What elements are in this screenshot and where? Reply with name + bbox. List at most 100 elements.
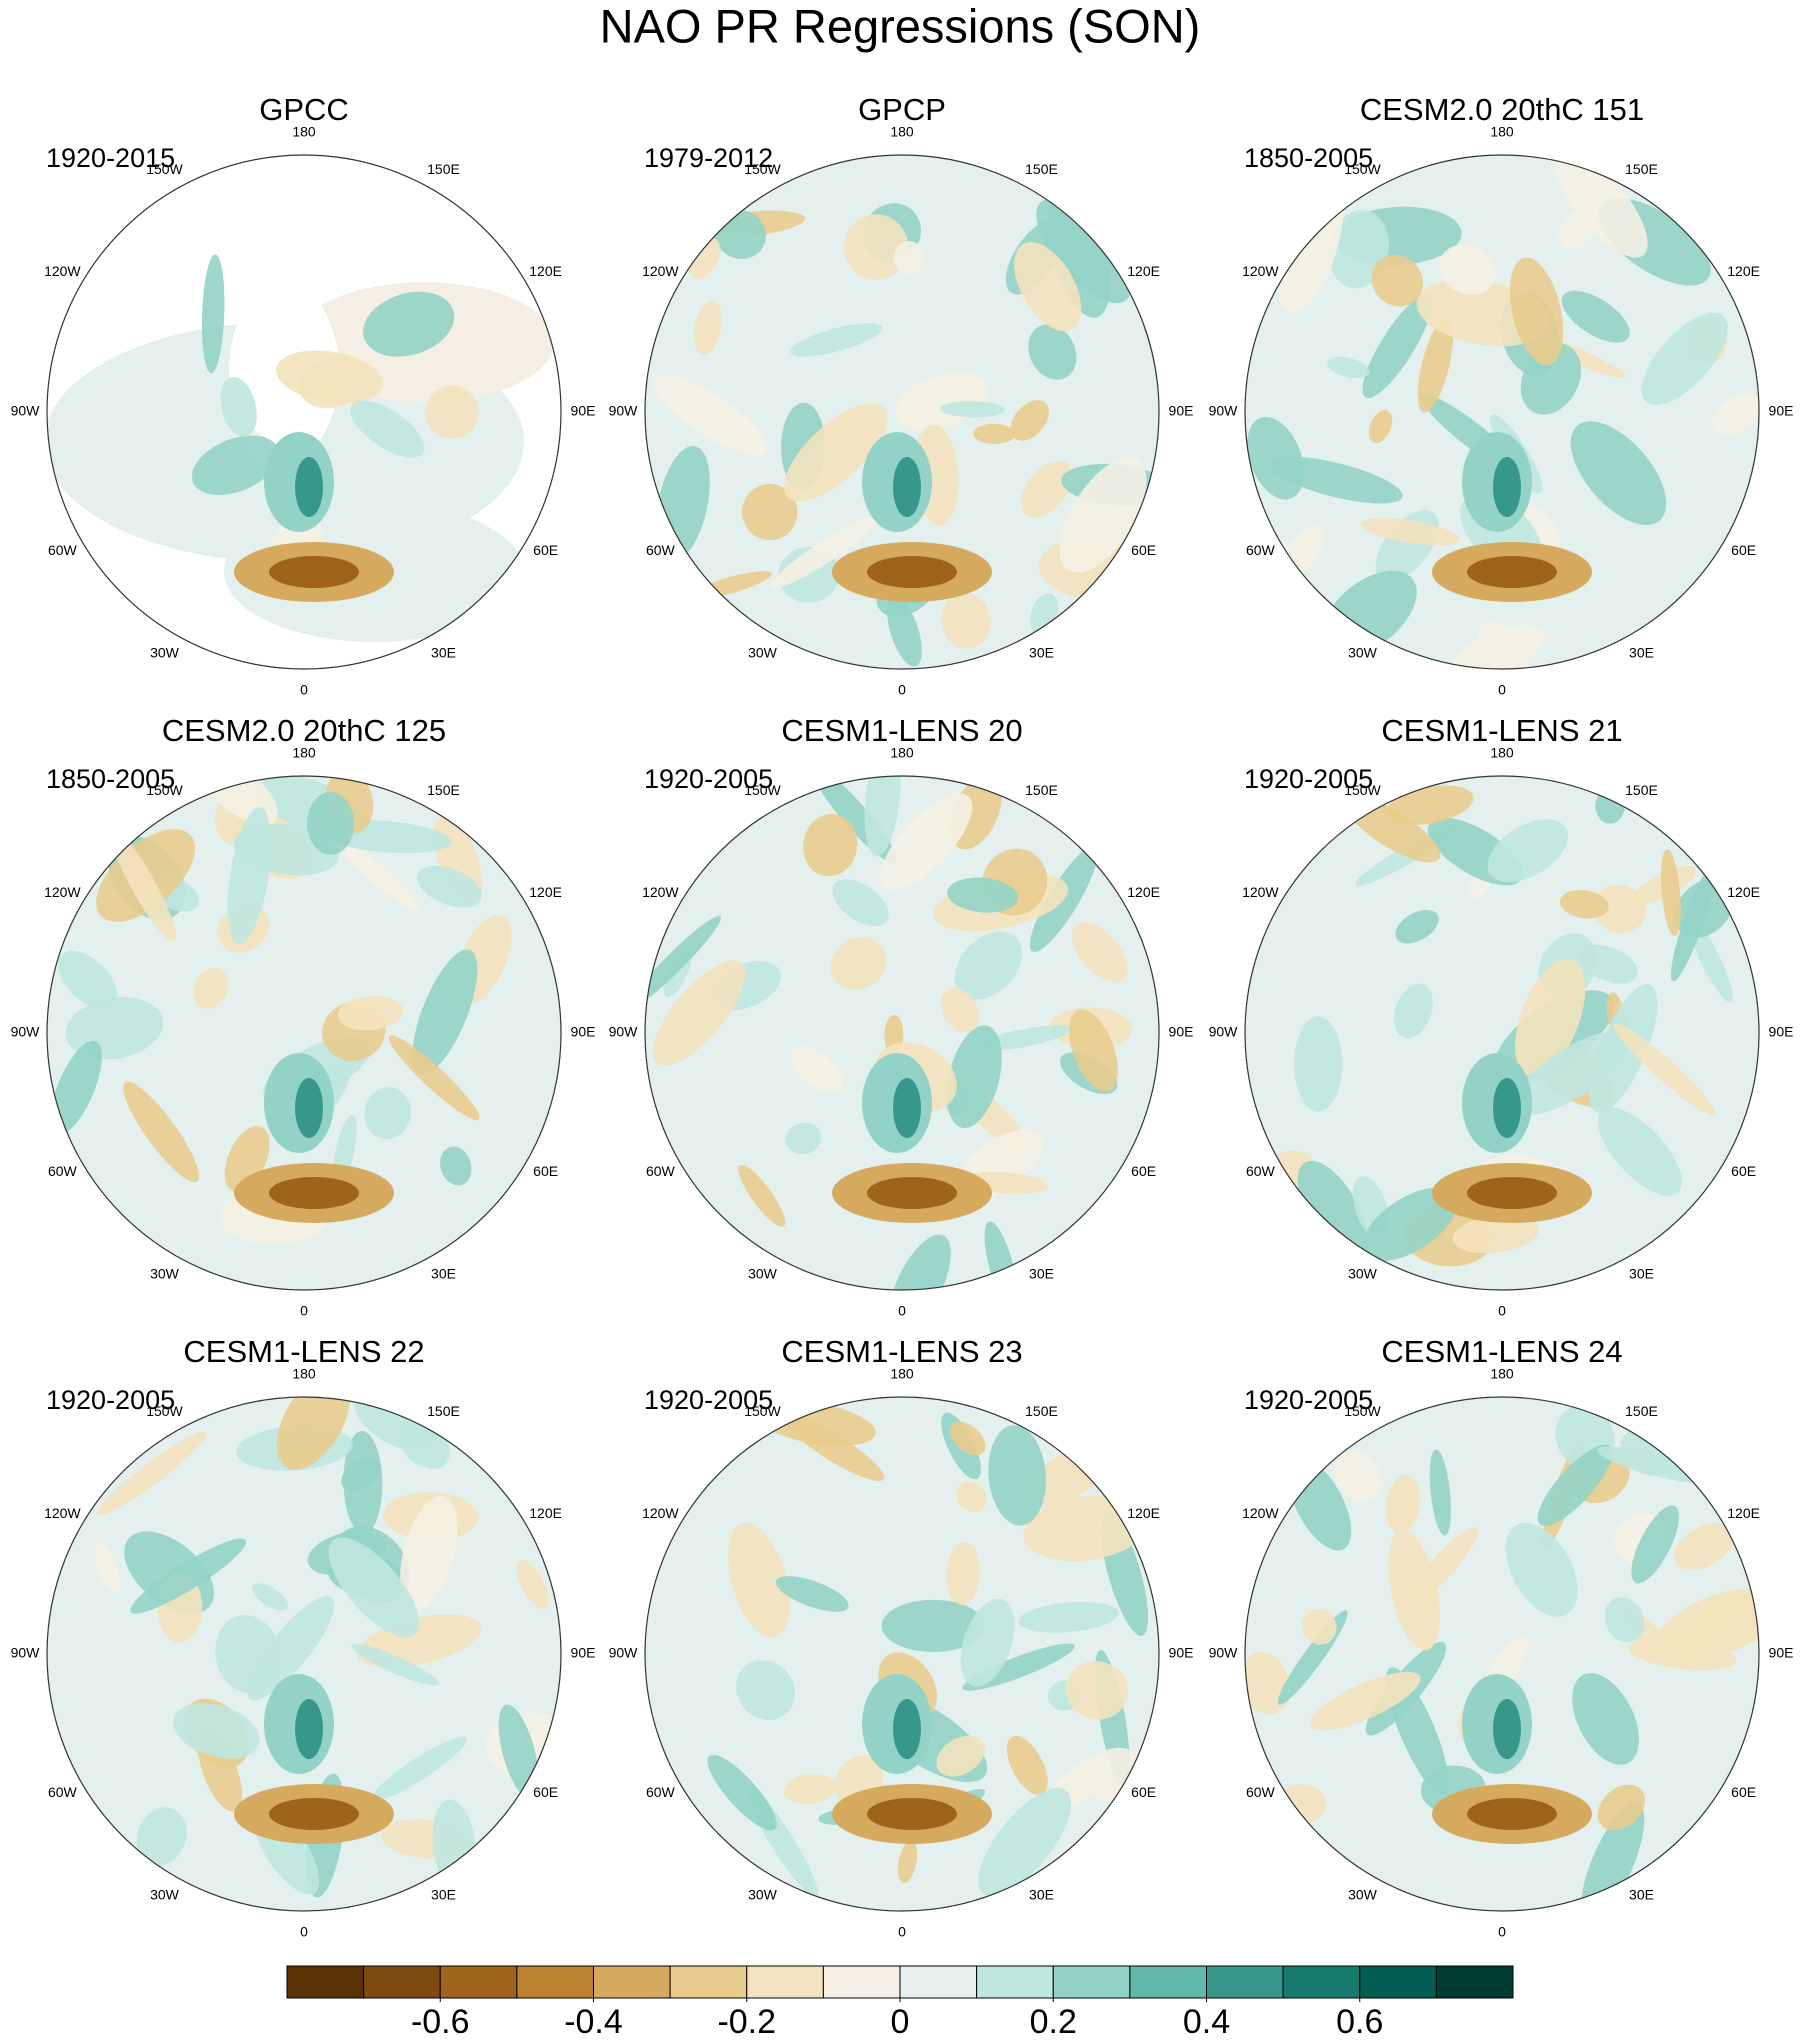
- field-blob: [328, 1537, 419, 1638]
- field-blob: [1493, 1078, 1521, 1138]
- field-blob: [880, 793, 973, 891]
- field-blob: [252, 1583, 288, 1611]
- longitude-label: 120W: [1242, 1505, 1279, 1521]
- longitude-label: 60W: [646, 1784, 676, 1800]
- longitude-label: 30W: [150, 1886, 180, 1902]
- field-blob: [58, 950, 118, 1010]
- map-panel: CESM1-LENS 20 1920-2005 0 30E 60E 90E 120E 150E…: [609, 713, 1194, 1319]
- map-boundary: [46, 154, 562, 670]
- field-blob: [830, 937, 887, 990]
- colorbar-box: [822, 1965, 901, 1999]
- period-label: 1920-2005: [1244, 1385, 1373, 1415]
- longitude-label: 180: [890, 1366, 914, 1382]
- longitude-label: 60W: [48, 1784, 78, 1800]
- field-blob: [1452, 1215, 1539, 1254]
- field-blob: [516, 1560, 549, 1610]
- period-label: 1920-2005: [46, 1385, 175, 1415]
- panel-title: CESM2.0 20thC 125: [162, 713, 446, 748]
- longitude-label: 60W: [646, 542, 676, 558]
- field-blob: [97, 1431, 207, 1516]
- field-blob: [1362, 1187, 1458, 1262]
- field-blob: [742, 483, 798, 541]
- field-blob: [1301, 1608, 1337, 1645]
- field-blob: [784, 1415, 885, 1482]
- field-blob: [191, 435, 279, 495]
- field-blob: [645, 915, 721, 1010]
- longitude-label: 150W: [744, 782, 781, 798]
- field-blob: [412, 949, 478, 1075]
- longitude-label: 120W: [44, 263, 81, 279]
- colorbar-box: [593, 1965, 671, 1999]
- longitude-label: 0: [898, 1924, 906, 1940]
- precip-field: [1245, 1397, 1759, 1911]
- field-blob: [940, 401, 1005, 418]
- field-blob: [897, 1840, 918, 1884]
- field-blob: [498, 1704, 539, 1799]
- field-blob: [1641, 312, 1728, 406]
- precip-field: [1245, 776, 1759, 1290]
- period-label: 1920-2005: [644, 1385, 773, 1415]
- longitude-label: 150W: [146, 782, 183, 798]
- field-blob: [1006, 1735, 1048, 1796]
- field-blob: [227, 807, 272, 944]
- longitude-label: 30W: [150, 1265, 180, 1281]
- longitude-label: 150E: [1625, 782, 1658, 798]
- field-blob: [364, 1087, 412, 1139]
- field-blob: [94, 1542, 120, 1593]
- longitude-label: 90E: [571, 1024, 596, 1040]
- field-blob: [843, 214, 909, 280]
- field-blob: [1509, 257, 1564, 366]
- longitude-label: 0: [1498, 682, 1506, 698]
- longitude-label: 30E: [1629, 1886, 1654, 1902]
- field-blob: [936, 1735, 985, 1777]
- longitude-label: 60E: [1731, 542, 1756, 558]
- field-blob: [1653, 1588, 1759, 1664]
- period-label: 1920-2005: [644, 764, 773, 794]
- longitude-label: 120W: [44, 1505, 81, 1521]
- longitude-label: 0: [1498, 1303, 1506, 1319]
- field-blob: [1467, 556, 1557, 588]
- longitude-label: 30E: [1029, 644, 1054, 660]
- field-blob: [893, 1078, 921, 1138]
- field-blob: [1613, 1023, 1716, 1116]
- field-blob: [1245, 1652, 1291, 1715]
- longitude-label: 30E: [431, 1265, 456, 1281]
- field-blob: [417, 865, 482, 908]
- field-blob: [784, 1774, 837, 1805]
- map-panel: CESM1-LENS 21 1920-2005 0 30E 60E 90E 120E 150E…: [1209, 713, 1794, 1319]
- field-blob: [1069, 1009, 1118, 1092]
- field-blob: [173, 1703, 260, 1759]
- field-blob: [1010, 400, 1049, 441]
- field-blob: [988, 1425, 1047, 1526]
- period-label: 1850-2005: [1244, 143, 1373, 173]
- longitude-label: 90E: [1769, 1024, 1794, 1040]
- colorbar-box: [516, 1965, 594, 1999]
- field-blob: [295, 1078, 323, 1138]
- field-blob: [295, 457, 323, 517]
- colorbar-tick-label: 0.4: [1183, 2003, 1230, 2041]
- map-boundary: [644, 775, 1160, 1291]
- field-blob: [123, 1081, 200, 1183]
- precip-field: [645, 776, 1159, 1290]
- colorbar-box: [363, 1965, 441, 1999]
- field-blob: [888, 1234, 951, 1290]
- field-blob: [1588, 984, 1658, 1113]
- longitude-label: 180: [292, 745, 316, 761]
- field-blob: [1297, 1160, 1367, 1258]
- longitude-label: 60E: [1131, 1784, 1156, 1800]
- longitude-label: 90W: [609, 403, 639, 419]
- field-blob: [1028, 324, 1077, 380]
- longitude-label: 120E: [1127, 884, 1160, 900]
- panel-title: CESM1-LENS 21: [1381, 713, 1622, 748]
- longitude-label: 150E: [1025, 161, 1058, 177]
- field-blob: [350, 400, 425, 458]
- field-blob: [1018, 1602, 1119, 1633]
- panel-title: CESM1-LENS 23: [781, 1334, 1022, 1369]
- field-blob: [946, 1542, 980, 1605]
- field-blob: [832, 879, 889, 927]
- longitude-label: 180: [1490, 124, 1514, 140]
- map-panel: GPCC 1920-2015 0 30E 60E 90E 120E 150E 180 150W 12…: [11, 92, 596, 698]
- field-blob: [1597, 1784, 1646, 1831]
- longitude-label: 60E: [1731, 1784, 1756, 1800]
